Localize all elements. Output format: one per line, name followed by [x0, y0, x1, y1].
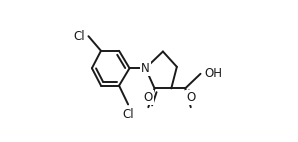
Text: Cl: Cl: [73, 30, 85, 43]
Text: Cl: Cl: [122, 108, 134, 121]
Text: O: O: [186, 91, 195, 104]
Text: N: N: [141, 62, 150, 75]
Text: O: O: [144, 91, 153, 104]
Text: OH: OH: [204, 67, 222, 80]
